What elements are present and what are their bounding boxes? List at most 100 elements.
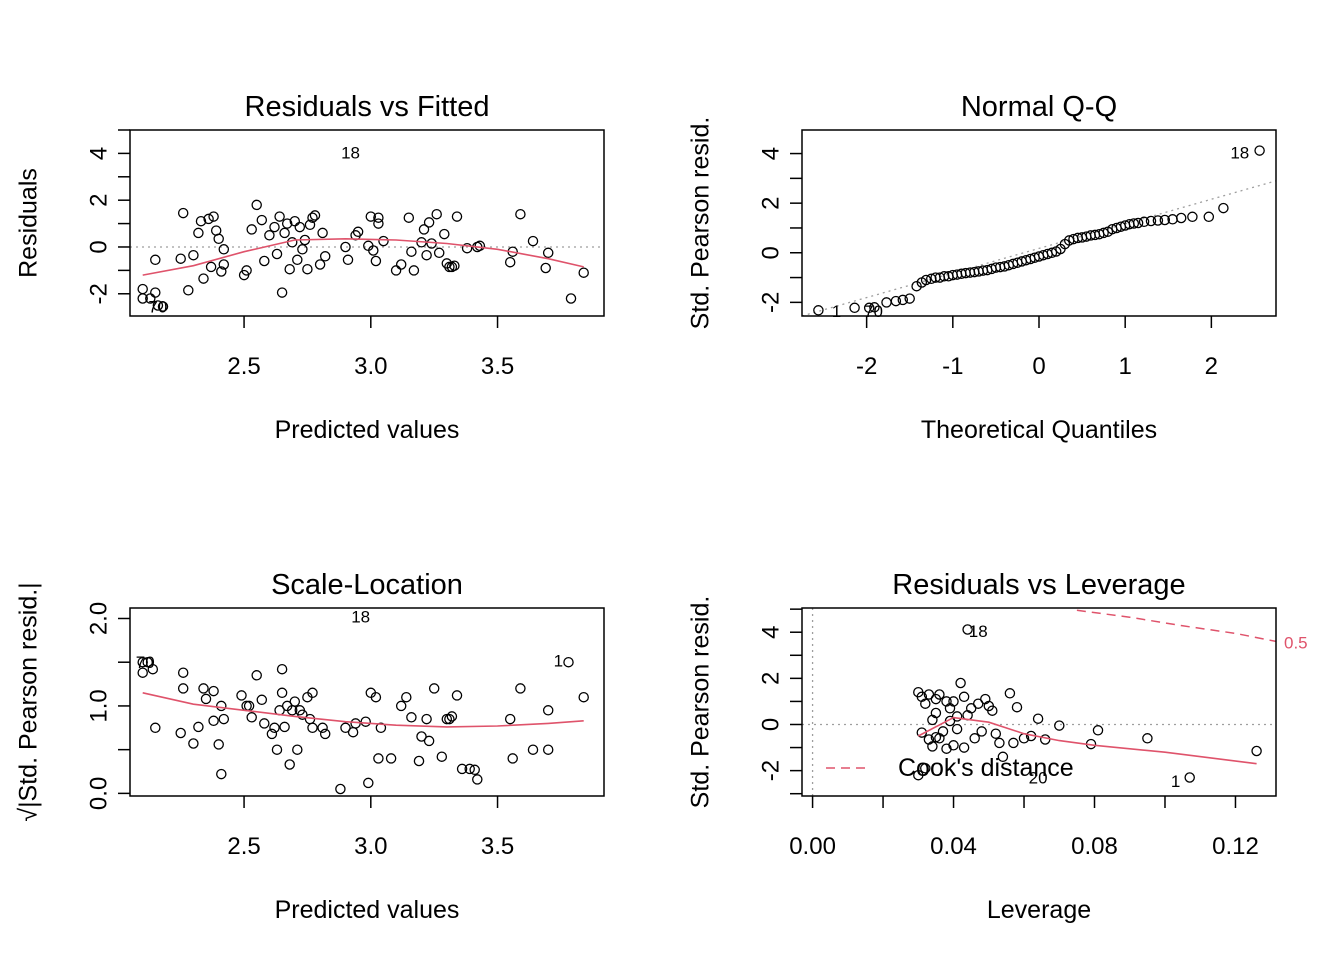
data-point	[542, 247, 554, 259]
y-tick-label: 0	[757, 718, 784, 731]
data-point	[335, 783, 346, 795]
data-point	[177, 207, 189, 219]
data-point	[542, 705, 554, 716]
data-point	[527, 744, 539, 755]
data-point	[1142, 733, 1153, 744]
panel-rvf: 18 70 2.5 3.0 3.5 -2 0 2 4 Residuals vs Fitted Pre…	[15, 91, 605, 444]
data-point	[177, 667, 189, 678]
data-point	[987, 705, 998, 716]
data-point	[451, 211, 463, 222]
data-point	[266, 728, 278, 740]
data-point	[897, 294, 909, 306]
data-point	[962, 624, 973, 635]
qq-reference-line	[801, 180, 1277, 317]
data-point	[423, 735, 435, 747]
data-point	[515, 683, 526, 694]
data-point	[408, 265, 420, 276]
data-point	[195, 215, 207, 227]
data-point	[297, 244, 308, 255]
data-point	[200, 693, 212, 705]
data-point	[951, 711, 963, 722]
data-point	[1054, 720, 1065, 731]
data-point	[994, 737, 1005, 749]
data-point	[951, 723, 963, 735]
data-point	[955, 677, 966, 689]
data-point	[317, 227, 328, 239]
data-point	[1008, 737, 1019, 749]
data-point	[307, 687, 318, 699]
data-point	[251, 670, 262, 681]
data-point	[1218, 202, 1229, 214]
x-tick-label: 0	[1032, 353, 1045, 380]
data-point	[292, 254, 303, 266]
data-point	[370, 255, 382, 267]
data-point	[137, 656, 148, 668]
data-point	[913, 769, 924, 781]
smooth-trend-line	[917, 716, 1257, 765]
data-point	[286, 237, 298, 248]
point-label: 70	[148, 298, 167, 317]
data-point	[406, 246, 417, 257]
data-point	[472, 774, 483, 785]
data-point	[428, 683, 440, 694]
data-point	[256, 214, 268, 226]
data-point	[236, 690, 247, 701]
x-tick-label: -1	[942, 353, 963, 380]
plot-title: Scale-Location	[271, 569, 463, 601]
data-point	[294, 221, 306, 233]
data-point	[1128, 218, 1140, 229]
data-point	[444, 713, 455, 725]
data-point	[363, 777, 374, 789]
data-point	[920, 698, 931, 709]
data-point	[997, 751, 1009, 763]
data-point	[373, 212, 384, 223]
data-point	[540, 262, 551, 274]
data-point	[578, 267, 589, 278]
data-point	[504, 256, 516, 268]
data-point	[446, 711, 458, 722]
data-point	[218, 713, 230, 725]
point-label: 18	[341, 144, 360, 163]
data-point	[269, 722, 280, 734]
y-tick-label: 2	[757, 672, 784, 685]
x-axis-label: Predicted values	[275, 896, 460, 924]
data-point	[183, 285, 194, 296]
data-point	[241, 265, 252, 276]
data-point	[507, 753, 518, 764]
x-tick-label: 0.12	[1212, 833, 1259, 860]
plot-title: Normal Q-Q	[961, 91, 1117, 123]
cooks-distance-contour	[1076, 609, 1277, 643]
data-point	[403, 212, 415, 223]
data-point	[958, 691, 970, 703]
data-point	[147, 663, 159, 675]
data-point	[302, 263, 313, 275]
data-point	[246, 224, 257, 235]
data-point	[1251, 745, 1262, 757]
data-point	[890, 295, 902, 307]
point-label: 1	[554, 651, 563, 670]
data-point	[319, 728, 331, 740]
data-point	[464, 763, 475, 775]
data-point	[317, 722, 328, 734]
data-point	[449, 260, 460, 271]
data-point	[271, 248, 283, 260]
data-point	[150, 254, 161, 266]
data-point	[297, 709, 308, 720]
data-point	[175, 253, 186, 264]
plot-title: Residuals vs Fitted	[245, 91, 490, 123]
data-point	[565, 293, 577, 304]
data-point	[911, 280, 922, 292]
plot-frame	[129, 607, 605, 797]
smooth-trend-line	[142, 237, 584, 276]
data-point	[1159, 214, 1171, 226]
y-axis-label: Std. Pearson resid.	[687, 117, 715, 330]
data-point	[469, 764, 480, 776]
data-point	[150, 287, 161, 298]
data-point	[990, 728, 1002, 739]
point-label: 70	[136, 653, 155, 672]
y-tick-label: 2	[85, 194, 112, 207]
data-point	[1132, 217, 1144, 229]
data-point	[309, 210, 321, 221]
